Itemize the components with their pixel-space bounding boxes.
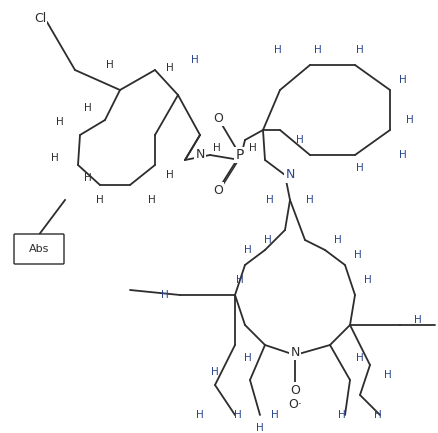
Text: O·: O· [288, 398, 302, 411]
Text: H: H [106, 60, 114, 70]
Text: H: H [266, 195, 274, 205]
Text: H: H [414, 315, 422, 325]
Text: H: H [354, 250, 362, 260]
Text: H: H [244, 245, 252, 255]
Text: H: H [213, 143, 221, 153]
Text: O: O [213, 112, 223, 125]
Text: H: H [166, 170, 174, 180]
Text: H: H [271, 410, 279, 420]
Text: H: H [211, 367, 219, 377]
Text: N: N [285, 168, 295, 181]
Text: O: O [290, 384, 300, 397]
Text: H: H [196, 410, 204, 420]
Text: O: O [213, 184, 223, 197]
Text: Abs: Abs [29, 244, 49, 254]
Text: H: H [234, 410, 242, 420]
Text: H: H [96, 195, 104, 205]
Text: H: H [244, 353, 252, 363]
Text: H: H [364, 275, 372, 285]
Text: P: P [236, 148, 244, 162]
Text: H: H [84, 103, 92, 113]
Text: H: H [374, 410, 382, 420]
Text: H: H [356, 163, 364, 173]
FancyBboxPatch shape [14, 234, 64, 264]
Text: H: H [399, 75, 407, 85]
Text: H: H [406, 115, 414, 125]
Text: N: N [195, 149, 205, 162]
Text: H: H [399, 150, 407, 160]
Text: H: H [338, 410, 346, 420]
Text: H: H [306, 195, 314, 205]
Text: H: H [51, 153, 59, 163]
Text: H: H [56, 117, 64, 127]
Text: H: H [161, 290, 169, 300]
Text: H: H [249, 143, 257, 153]
Text: H: H [166, 63, 174, 73]
Text: H: H [256, 423, 264, 433]
Text: H: H [236, 275, 244, 285]
Text: Cl: Cl [34, 12, 46, 25]
Text: H: H [296, 135, 304, 145]
Text: H: H [356, 353, 364, 363]
Text: H: H [384, 370, 392, 380]
Text: H: H [264, 235, 272, 245]
Text: H: H [334, 235, 342, 245]
Text: H: H [356, 45, 364, 55]
Text: H: H [191, 55, 199, 65]
Text: H: H [148, 195, 156, 205]
Text: H: H [274, 45, 282, 55]
Text: N: N [290, 346, 300, 359]
Text: H: H [84, 173, 92, 183]
Text: H: H [314, 45, 322, 55]
